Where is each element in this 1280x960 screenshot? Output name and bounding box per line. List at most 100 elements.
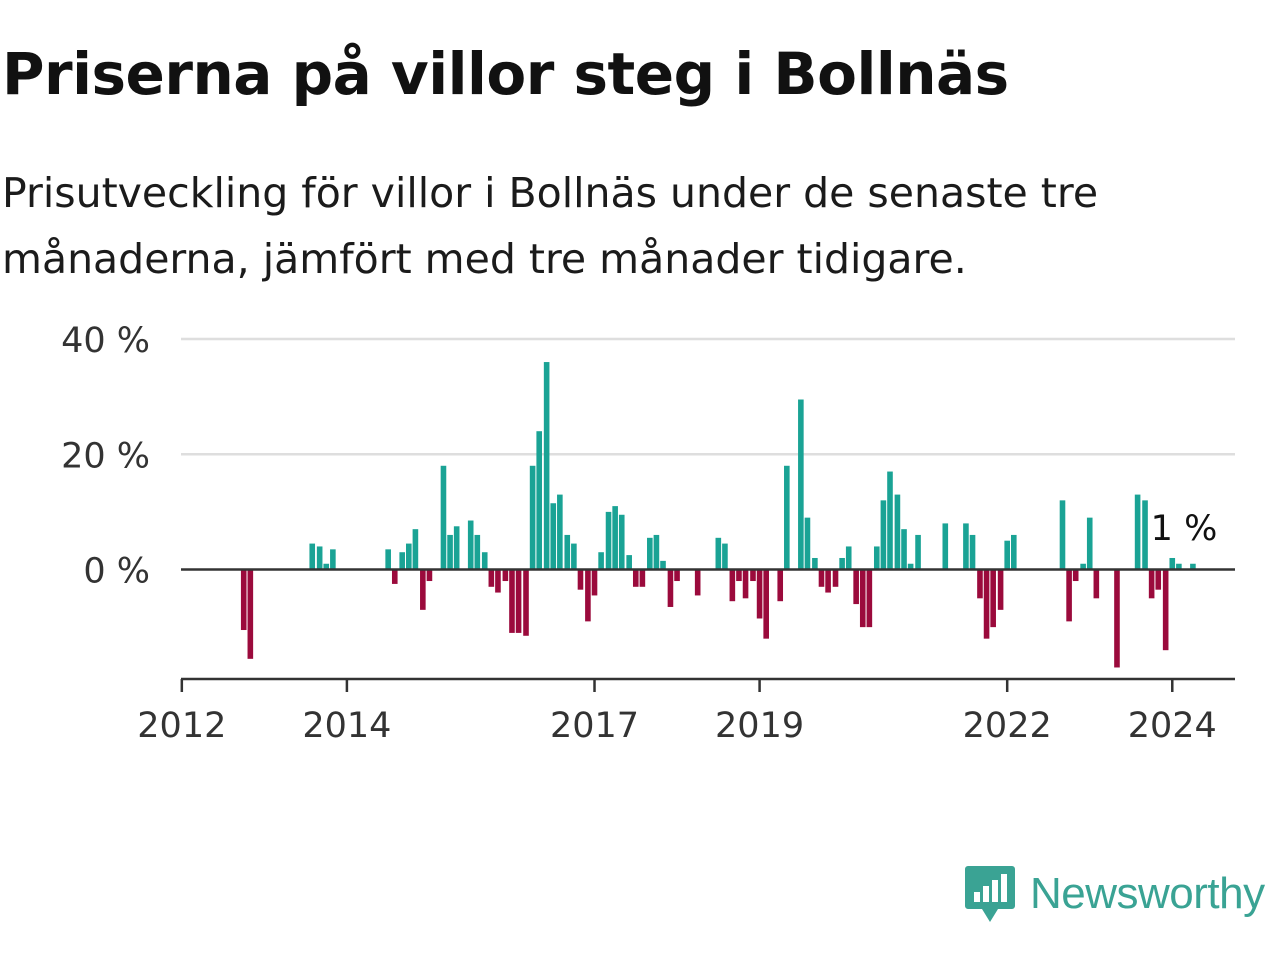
bar [997,569,1004,610]
chart-title: Priserna på villor steg i Bollnäs [2,40,1009,108]
bar [990,569,996,628]
brand-name: Newsworthy [1030,869,1265,918]
bar [536,431,543,570]
bar [845,546,852,570]
bar [839,557,845,570]
bar [585,569,591,622]
y-tick-label: 40 % [61,321,150,361]
bar [784,465,790,570]
bar [605,511,612,570]
bar [832,569,839,587]
x-tick-label: 2024 [1128,706,1217,746]
newsworthy-logo-icon [965,866,1015,922]
bar [330,549,336,570]
bar [825,569,831,593]
x-tick-label: 2019 [715,706,804,746]
bar [977,569,983,599]
bar [969,534,976,570]
bar [667,569,674,607]
bar [963,523,969,570]
newsworthy-logo[interactable]: Newsworthy [964,864,1265,924]
bar [309,543,316,570]
bar [1059,500,1066,570]
bar [550,503,557,570]
bar [1134,494,1141,570]
bar [1169,557,1176,570]
x-tick-label: 2022 [963,706,1052,746]
bar [722,543,728,570]
chart-subtitle: Prisutveckling för villor i Bollnäs unde… [2,169,1099,283]
bar [907,563,914,570]
bars [240,362,1196,668]
bar [873,546,880,570]
bar [391,569,398,584]
bar [474,534,481,570]
bar [488,569,495,587]
bar [406,543,412,570]
bar [502,569,509,582]
x-tick-label: 2012 [137,706,226,746]
bar [763,569,769,639]
labels: 0 % 20 % 40 % 2012 2014 2017 2019 2022 2024 1 % [61,321,1217,746]
bar [557,494,563,570]
bar [1080,563,1086,570]
y-tick-label: 20 % [61,436,150,476]
bar [729,569,736,602]
bar [564,534,571,570]
bar [804,517,811,570]
bar [247,569,254,659]
bar [571,543,577,570]
bar [515,569,522,633]
bar [523,569,529,636]
bar [915,534,921,570]
bar [1148,569,1155,599]
bar [447,534,453,570]
bar [598,552,604,570]
bar [983,569,990,639]
bar [866,569,873,628]
last-value-label: 1 % [1151,509,1218,549]
bar [1114,569,1120,668]
bar [887,471,893,570]
bar [591,569,598,596]
bar [901,529,907,570]
bar [481,552,488,570]
bar [750,569,756,582]
bar [626,555,632,570]
axes [180,568,1235,692]
gridlines [181,337,1235,456]
bar [495,569,501,593]
bar [529,465,536,570]
bar [736,569,742,582]
bar [1162,569,1169,651]
bar [674,569,680,582]
bar [1142,500,1148,570]
bar [694,569,701,596]
bar [412,529,419,570]
bar [420,569,426,610]
bar [1093,569,1100,599]
bar [453,526,460,570]
bar [942,523,949,570]
bar [1086,517,1093,570]
bar [1004,540,1010,570]
bar [440,465,447,570]
bar [894,494,901,570]
bar [1190,563,1196,570]
bar [777,569,784,602]
bar [880,500,887,570]
bar [1066,569,1072,622]
bar [385,549,391,570]
bar [653,534,660,570]
bar [577,569,584,590]
bar [798,399,804,570]
bar [859,569,866,628]
bar [509,569,515,633]
bar [316,546,323,570]
bar [660,560,666,570]
x-tick-label: 2017 [550,706,639,746]
bar [618,514,625,570]
bar [426,569,433,582]
x-tick-label: 2014 [302,706,391,746]
